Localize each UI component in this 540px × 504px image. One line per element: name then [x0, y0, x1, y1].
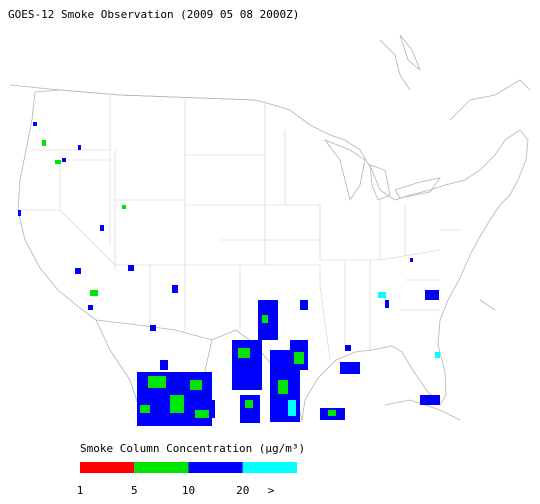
smoke-pixel	[205, 375, 209, 379]
smoke-pixel	[245, 400, 253, 408]
smoke-pixel	[55, 160, 61, 164]
smoke-pixel	[278, 380, 288, 394]
smoke-pixel	[90, 290, 98, 296]
colorbar-tick-label: 20	[236, 484, 249, 497]
colorbar-tick-label: 5	[131, 484, 138, 497]
smoke-pixels	[18, 122, 440, 426]
smoke-pixel	[210, 400, 215, 418]
colorbar-segment	[242, 462, 297, 473]
colorbar-tick-label: >	[268, 484, 275, 497]
smoke-pixel	[172, 285, 178, 293]
legend-title: Smoke Column Concentration (μg/m³)	[80, 442, 305, 455]
smoke-pixel	[33, 122, 37, 126]
smoke-pixel	[78, 145, 81, 150]
smoke-pixel	[170, 395, 184, 413]
smoke-pixel	[148, 376, 166, 388]
smoke-pixel	[410, 258, 413, 262]
smoke-pixel	[340, 362, 360, 374]
colorbar: 1 5 10 20 >	[77, 462, 297, 497]
smoke-pixel	[345, 345, 351, 351]
smoke-pixel	[435, 352, 440, 358]
smoke-pixel	[160, 360, 168, 370]
smoke-pixel	[300, 300, 308, 310]
smoke-pixel	[18, 210, 21, 216]
smoke-pixel	[190, 380, 202, 390]
smoke-pixel	[420, 395, 440, 405]
smoke-pixel	[425, 290, 439, 300]
map-line	[323, 139, 441, 201]
smoke-pixel	[378, 292, 386, 298]
smoke-pixel	[262, 315, 268, 323]
smoke-pixel	[240, 395, 260, 423]
smoke-pixel	[288, 400, 296, 416]
smoke-pixel	[122, 205, 126, 209]
smoke-pixel	[385, 300, 389, 308]
colorbar-segment	[188, 462, 243, 473]
title: GOES-12 Smoke Observation (2009 05 08 20…	[8, 8, 299, 21]
colorbar-tick-label: 1	[77, 484, 84, 497]
smoke-pixel	[128, 265, 134, 271]
smoke-pixel	[238, 348, 250, 358]
smoke-pixel	[294, 352, 304, 364]
smoke-pixel	[195, 410, 209, 418]
colorbar-tick-label: 10	[182, 484, 195, 497]
smoke-pixel	[150, 325, 156, 331]
map-line	[95, 299, 496, 421]
smoke-pixel	[62, 158, 66, 162]
map-line	[9, 34, 531, 121]
smoke-pixel	[100, 225, 104, 231]
map-line	[18, 95, 460, 361]
smoke-pixel	[328, 410, 336, 416]
colorbar-segment	[80, 462, 135, 473]
smoke-pixel	[75, 268, 81, 274]
smoke-pixel	[140, 405, 150, 413]
smoke-pixel	[88, 305, 93, 310]
smoke-pixel	[232, 340, 262, 390]
smoke-pixel	[42, 140, 46, 146]
colorbar-segment	[134, 462, 189, 473]
